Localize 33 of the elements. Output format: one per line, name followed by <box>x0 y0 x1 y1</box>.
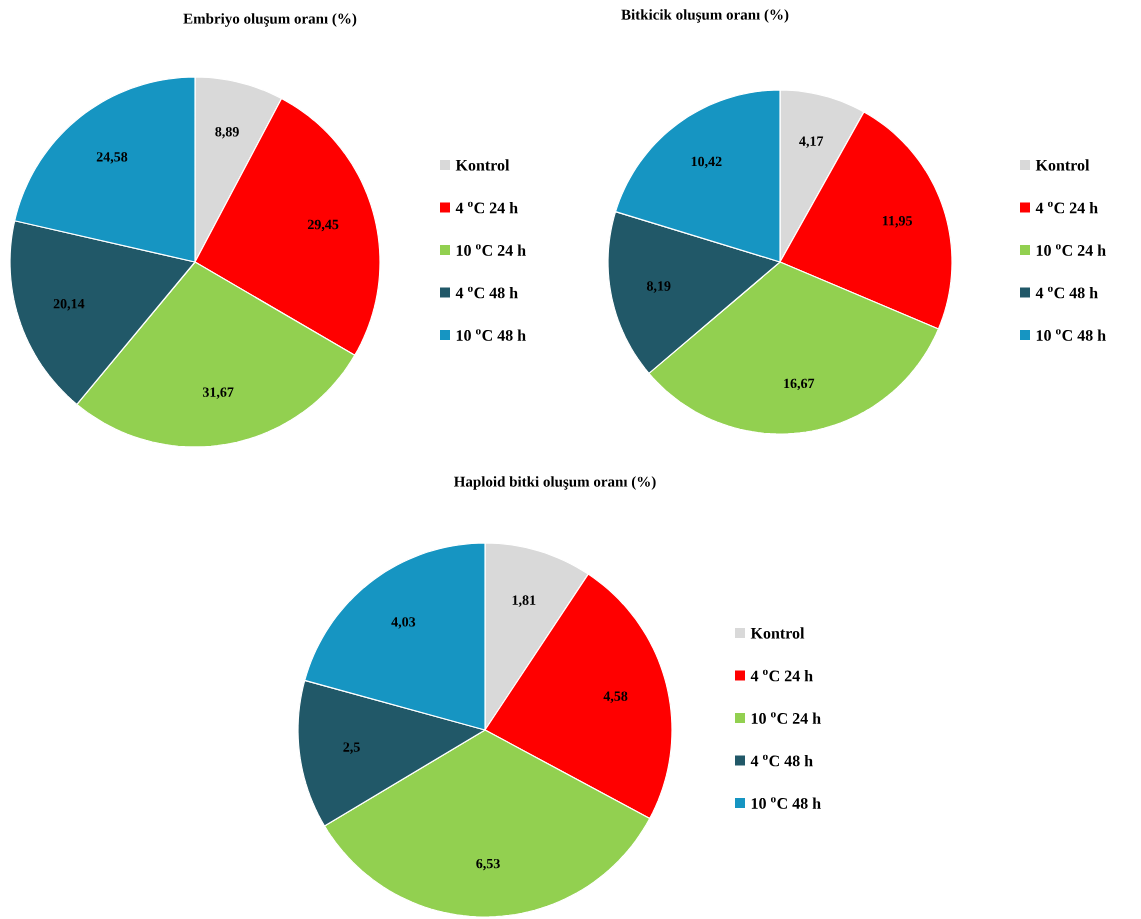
data-label: 16,67 <box>784 378 815 391</box>
legend-label: Kontrol <box>750 627 805 639</box>
data-label: 1,81 <box>512 595 536 607</box>
data-label: 6,53 <box>476 858 500 871</box>
data-label: 24,58 <box>96 152 128 164</box>
legend-label: 4 $^{o}$C 48 h <box>1035 286 1098 299</box>
legend-label: 10 $^{o}$C 48 h <box>751 797 821 809</box>
data-label: 4,17 <box>799 136 824 148</box>
data-label: 2,5 <box>343 742 360 754</box>
data-label: 11,95 <box>882 216 912 228</box>
data-label: 10,42 <box>691 156 722 169</box>
chart-title: Embriyo oluşum oranı (%) <box>183 13 357 27</box>
legend-label: 4 $^{o}$C 24 h <box>750 669 813 682</box>
data-label: 4,58 <box>603 691 628 703</box>
legend-label: 10 $^{o}$C 24 h <box>1036 244 1106 256</box>
legend-label: 10 $^{o}$C 48 h <box>456 329 526 341</box>
data-label: 4,03 <box>391 617 416 629</box>
legend-label: 4 $^{o}$C 24 h <box>1035 201 1098 214</box>
chart-title: Haploid bitki oluşum oranı (%) <box>453 476 656 490</box>
data-label: 31,67 <box>202 387 234 399</box>
data-label: 29,45 <box>307 219 339 232</box>
data-label: 20,14 <box>53 299 85 311</box>
data-label: 8,89 <box>215 126 239 139</box>
legend-label: 4 $^{o}$C 24 h <box>455 201 518 214</box>
legend-label: Kontrol <box>455 159 510 171</box>
legend-label: 4 $^{o}$C 48 h <box>750 754 813 767</box>
legend-label: 10 $^{o}$C 48 h <box>1036 329 1106 341</box>
legend-label: 4 $^{o}$C 48 h <box>455 286 518 299</box>
legend-label: Kontrol <box>1035 159 1090 171</box>
legend-label: 10 $^{o}$C 24 h <box>456 244 526 256</box>
chart-title: Bitkicik oluşum oranı (%) <box>621 9 789 23</box>
legend-label: 10 $^{o}$C 24 h <box>751 712 821 724</box>
data-label: 8,19 <box>646 281 671 293</box>
